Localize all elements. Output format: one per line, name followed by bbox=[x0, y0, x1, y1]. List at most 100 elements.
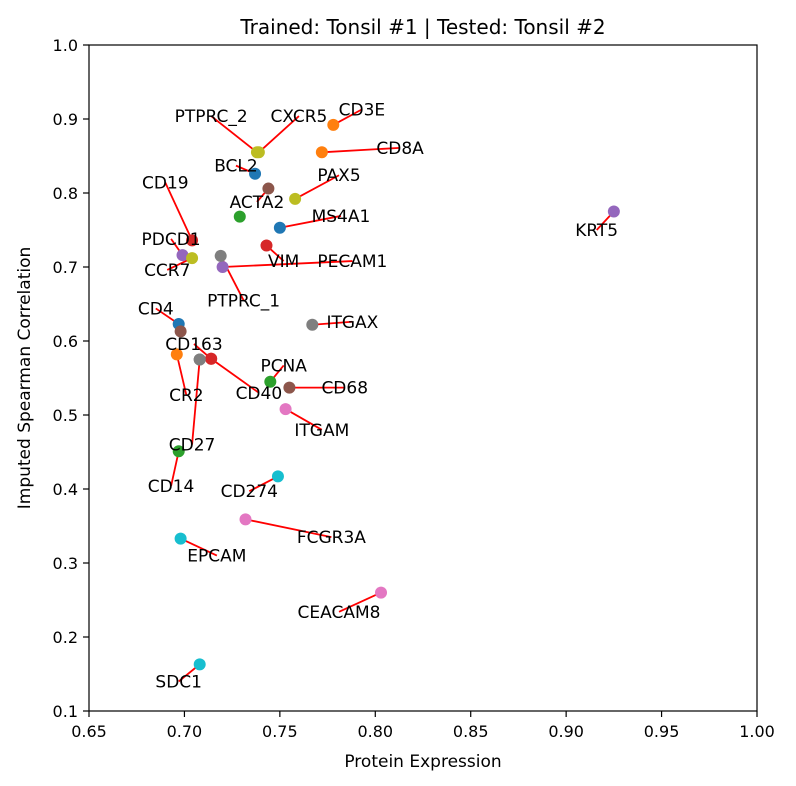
data-point bbox=[327, 118, 340, 131]
data-point bbox=[186, 234, 199, 247]
x-axis: 0.65 0.70 0.75 0.80 0.85 0.90 0.95 1.00 bbox=[71, 711, 775, 741]
point-label: CD68 bbox=[321, 379, 368, 399]
x-tick-label: 0.70 bbox=[167, 722, 203, 741]
point-label: SDC1 bbox=[155, 672, 202, 692]
point-label: ACTA2 bbox=[230, 193, 285, 213]
x-tick-label: 0.80 bbox=[357, 722, 393, 741]
data-point bbox=[264, 375, 277, 388]
point-label: CR2 bbox=[169, 386, 204, 406]
leader-line bbox=[285, 408, 323, 431]
point-labels: CD3E CXCR5 PTPRC_2 CD8A BCL2 CD19 PAX5 ACTA2 MS4… bbox=[138, 100, 618, 692]
data-point bbox=[174, 532, 187, 545]
x-tick-label: 0.75 bbox=[262, 722, 298, 741]
y-tick-label: 0.3 bbox=[53, 554, 78, 573]
data-point bbox=[250, 146, 263, 159]
data-point bbox=[306, 318, 319, 331]
data-point bbox=[289, 192, 302, 205]
point-label: PTPRC_1 bbox=[207, 291, 280, 311]
point-label: PTPRC_2 bbox=[175, 107, 248, 127]
x-tick-label: 0.90 bbox=[548, 722, 584, 741]
leader-line bbox=[191, 359, 201, 445]
point-label: VIM bbox=[268, 252, 299, 272]
data-point bbox=[205, 352, 218, 365]
y-tick-label: 0.2 bbox=[53, 628, 78, 647]
data-point bbox=[249, 167, 262, 180]
point-label: CXCR5 bbox=[271, 107, 328, 127]
point-label: CCR7 bbox=[144, 261, 190, 281]
point-label: CD163 bbox=[165, 335, 222, 355]
point-label: MS4A1 bbox=[312, 207, 371, 227]
x-axis-label: Protein Expression bbox=[344, 752, 501, 772]
plot-area bbox=[88, 44, 758, 712]
leader-line bbox=[175, 354, 188, 396]
data-point bbox=[260, 239, 273, 252]
point-label: FCGR3A bbox=[297, 528, 366, 548]
leader-line bbox=[245, 518, 332, 538]
data-point bbox=[176, 249, 189, 262]
point-label: ITGAX bbox=[326, 313, 378, 333]
y-tick-label: 0.8 bbox=[53, 184, 78, 203]
data-point bbox=[174, 325, 187, 338]
leader-line bbox=[321, 146, 401, 154]
leader-line bbox=[164, 182, 193, 241]
leader-line bbox=[180, 537, 218, 557]
y-tick-label: 0.4 bbox=[53, 480, 78, 499]
point-label: KRT5 bbox=[575, 221, 618, 241]
chart-title: Trained: Tonsil #1 | Tested: Tonsil #2 bbox=[239, 15, 605, 39]
data-point bbox=[315, 146, 328, 159]
leader-line bbox=[279, 215, 342, 229]
point-label: CD19 bbox=[142, 174, 189, 194]
leader-line bbox=[338, 591, 382, 613]
y-tick-label: 0.1 bbox=[53, 702, 78, 721]
data-point bbox=[607, 205, 620, 218]
data-point bbox=[193, 353, 206, 366]
y-tick-label: 0.7 bbox=[53, 258, 78, 277]
data-points bbox=[170, 118, 620, 671]
data-point bbox=[271, 470, 284, 483]
data-point bbox=[170, 348, 183, 361]
y-axis-label: Imputed Spearman Correlation bbox=[15, 247, 35, 510]
y-tick-label: 1.0 bbox=[53, 36, 78, 55]
point-label: PAX5 bbox=[317, 166, 360, 186]
point-label: CD14 bbox=[148, 477, 195, 497]
y-axis: 0.1 0.2 0.3 0.4 0.5 0.6 0.7 0.8 0.9 1.0 bbox=[53, 36, 89, 721]
point-label: BCL2 bbox=[214, 157, 258, 177]
leader-line bbox=[210, 115, 258, 154]
data-point bbox=[233, 210, 246, 223]
point-label: CEACAM8 bbox=[298, 603, 381, 623]
leader-line bbox=[258, 115, 300, 153]
x-tick-label: 0.65 bbox=[71, 722, 107, 741]
data-point bbox=[216, 261, 229, 273]
data-point bbox=[214, 249, 227, 262]
point-label: PECAM1 bbox=[317, 252, 387, 272]
x-tick-label: 1.00 bbox=[739, 722, 775, 741]
point-label: PCNA bbox=[260, 356, 307, 376]
point-label: CD3E bbox=[339, 100, 386, 120]
point-label: CD27 bbox=[169, 436, 216, 456]
data-point bbox=[283, 381, 296, 394]
data-point bbox=[172, 445, 185, 458]
point-label: CD40 bbox=[236, 384, 283, 404]
data-point bbox=[375, 586, 388, 599]
y-tick-label: 0.5 bbox=[53, 406, 78, 425]
leader-line bbox=[312, 320, 353, 326]
point-label: CD4 bbox=[138, 299, 174, 319]
data-point bbox=[262, 182, 275, 195]
point-label: CD8A bbox=[376, 139, 424, 159]
leader-line bbox=[210, 358, 260, 394]
data-point bbox=[186, 252, 199, 265]
y-tick-label: 0.9 bbox=[53, 110, 78, 129]
y-tick-label: 0.6 bbox=[53, 332, 78, 351]
point-label: ITGAM bbox=[294, 421, 349, 441]
point-label: CD274 bbox=[221, 482, 278, 502]
data-point bbox=[279, 403, 292, 416]
x-tick-label: 0.95 bbox=[644, 722, 680, 741]
data-point bbox=[239, 513, 252, 526]
leader-lines bbox=[155, 108, 615, 683]
leader-line bbox=[222, 260, 353, 268]
point-label: PDCD1 bbox=[142, 230, 201, 250]
data-point bbox=[193, 658, 206, 671]
point-label: EPCAM bbox=[187, 547, 246, 567]
leader-line bbox=[294, 174, 340, 200]
